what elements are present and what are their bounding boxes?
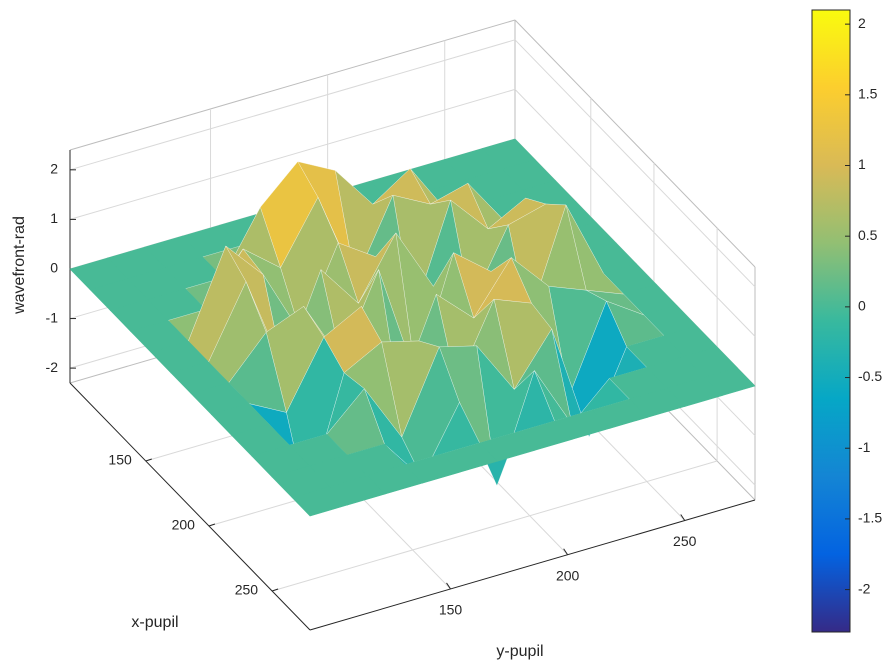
grid-line	[514, 89, 756, 337]
x-tick-label: 250	[235, 582, 259, 598]
colorbar-tick-label: -2	[858, 580, 871, 596]
tick-mark	[680, 514, 686, 521]
x-tick-label: 150	[108, 452, 132, 468]
tick-mark	[446, 582, 451, 590]
colorbar-tick-label: 1	[858, 156, 866, 172]
x-axis	[69, 382, 311, 631]
z-tick-label: -2	[46, 359, 59, 375]
grid-line	[69, 88, 516, 220]
tick-mark	[563, 548, 569, 556]
colorbar-tick-label: -0.5	[858, 368, 882, 384]
y-tick-label: 250	[673, 533, 697, 549]
surface	[69, 138, 756, 517]
colorbar-tick-label: -1	[858, 439, 871, 455]
colorbar-tick-label: 0.5	[858, 227, 878, 243]
colorbar-tick-label: 1.5	[858, 86, 878, 102]
grid-line	[514, 39, 756, 288]
z-tick-label: -1	[46, 309, 59, 325]
z-tick-label: 2	[50, 161, 58, 177]
x-tick-label: 200	[172, 517, 196, 533]
z-tick-label: 0	[50, 260, 58, 276]
y-tick-label: 150	[439, 602, 463, 618]
box-edge	[69, 19, 516, 151]
colorbar-tick-label: -1.5	[858, 510, 882, 526]
tick-mark	[271, 588, 279, 592]
colorbar	[811, 9, 851, 633]
grid-line	[271, 460, 718, 592]
y-tick-label: 200	[556, 567, 580, 583]
y-axis-label: y-pupil	[496, 643, 543, 660]
z-tick-label: 1	[50, 210, 58, 226]
x-axis-label: x-pupil	[131, 614, 178, 631]
z-axis-label: wavefront-rad	[11, 216, 28, 315]
grid-line	[69, 39, 516, 171]
colorbar-tick-label: 0	[858, 298, 866, 314]
tick-mark	[208, 523, 216, 527]
y-axis	[309, 499, 756, 631]
box-edge	[514, 19, 756, 268]
colorbar-tick-label: 2	[858, 15, 866, 31]
tick-mark	[145, 458, 152, 462]
surface-patch	[291, 486, 349, 517]
